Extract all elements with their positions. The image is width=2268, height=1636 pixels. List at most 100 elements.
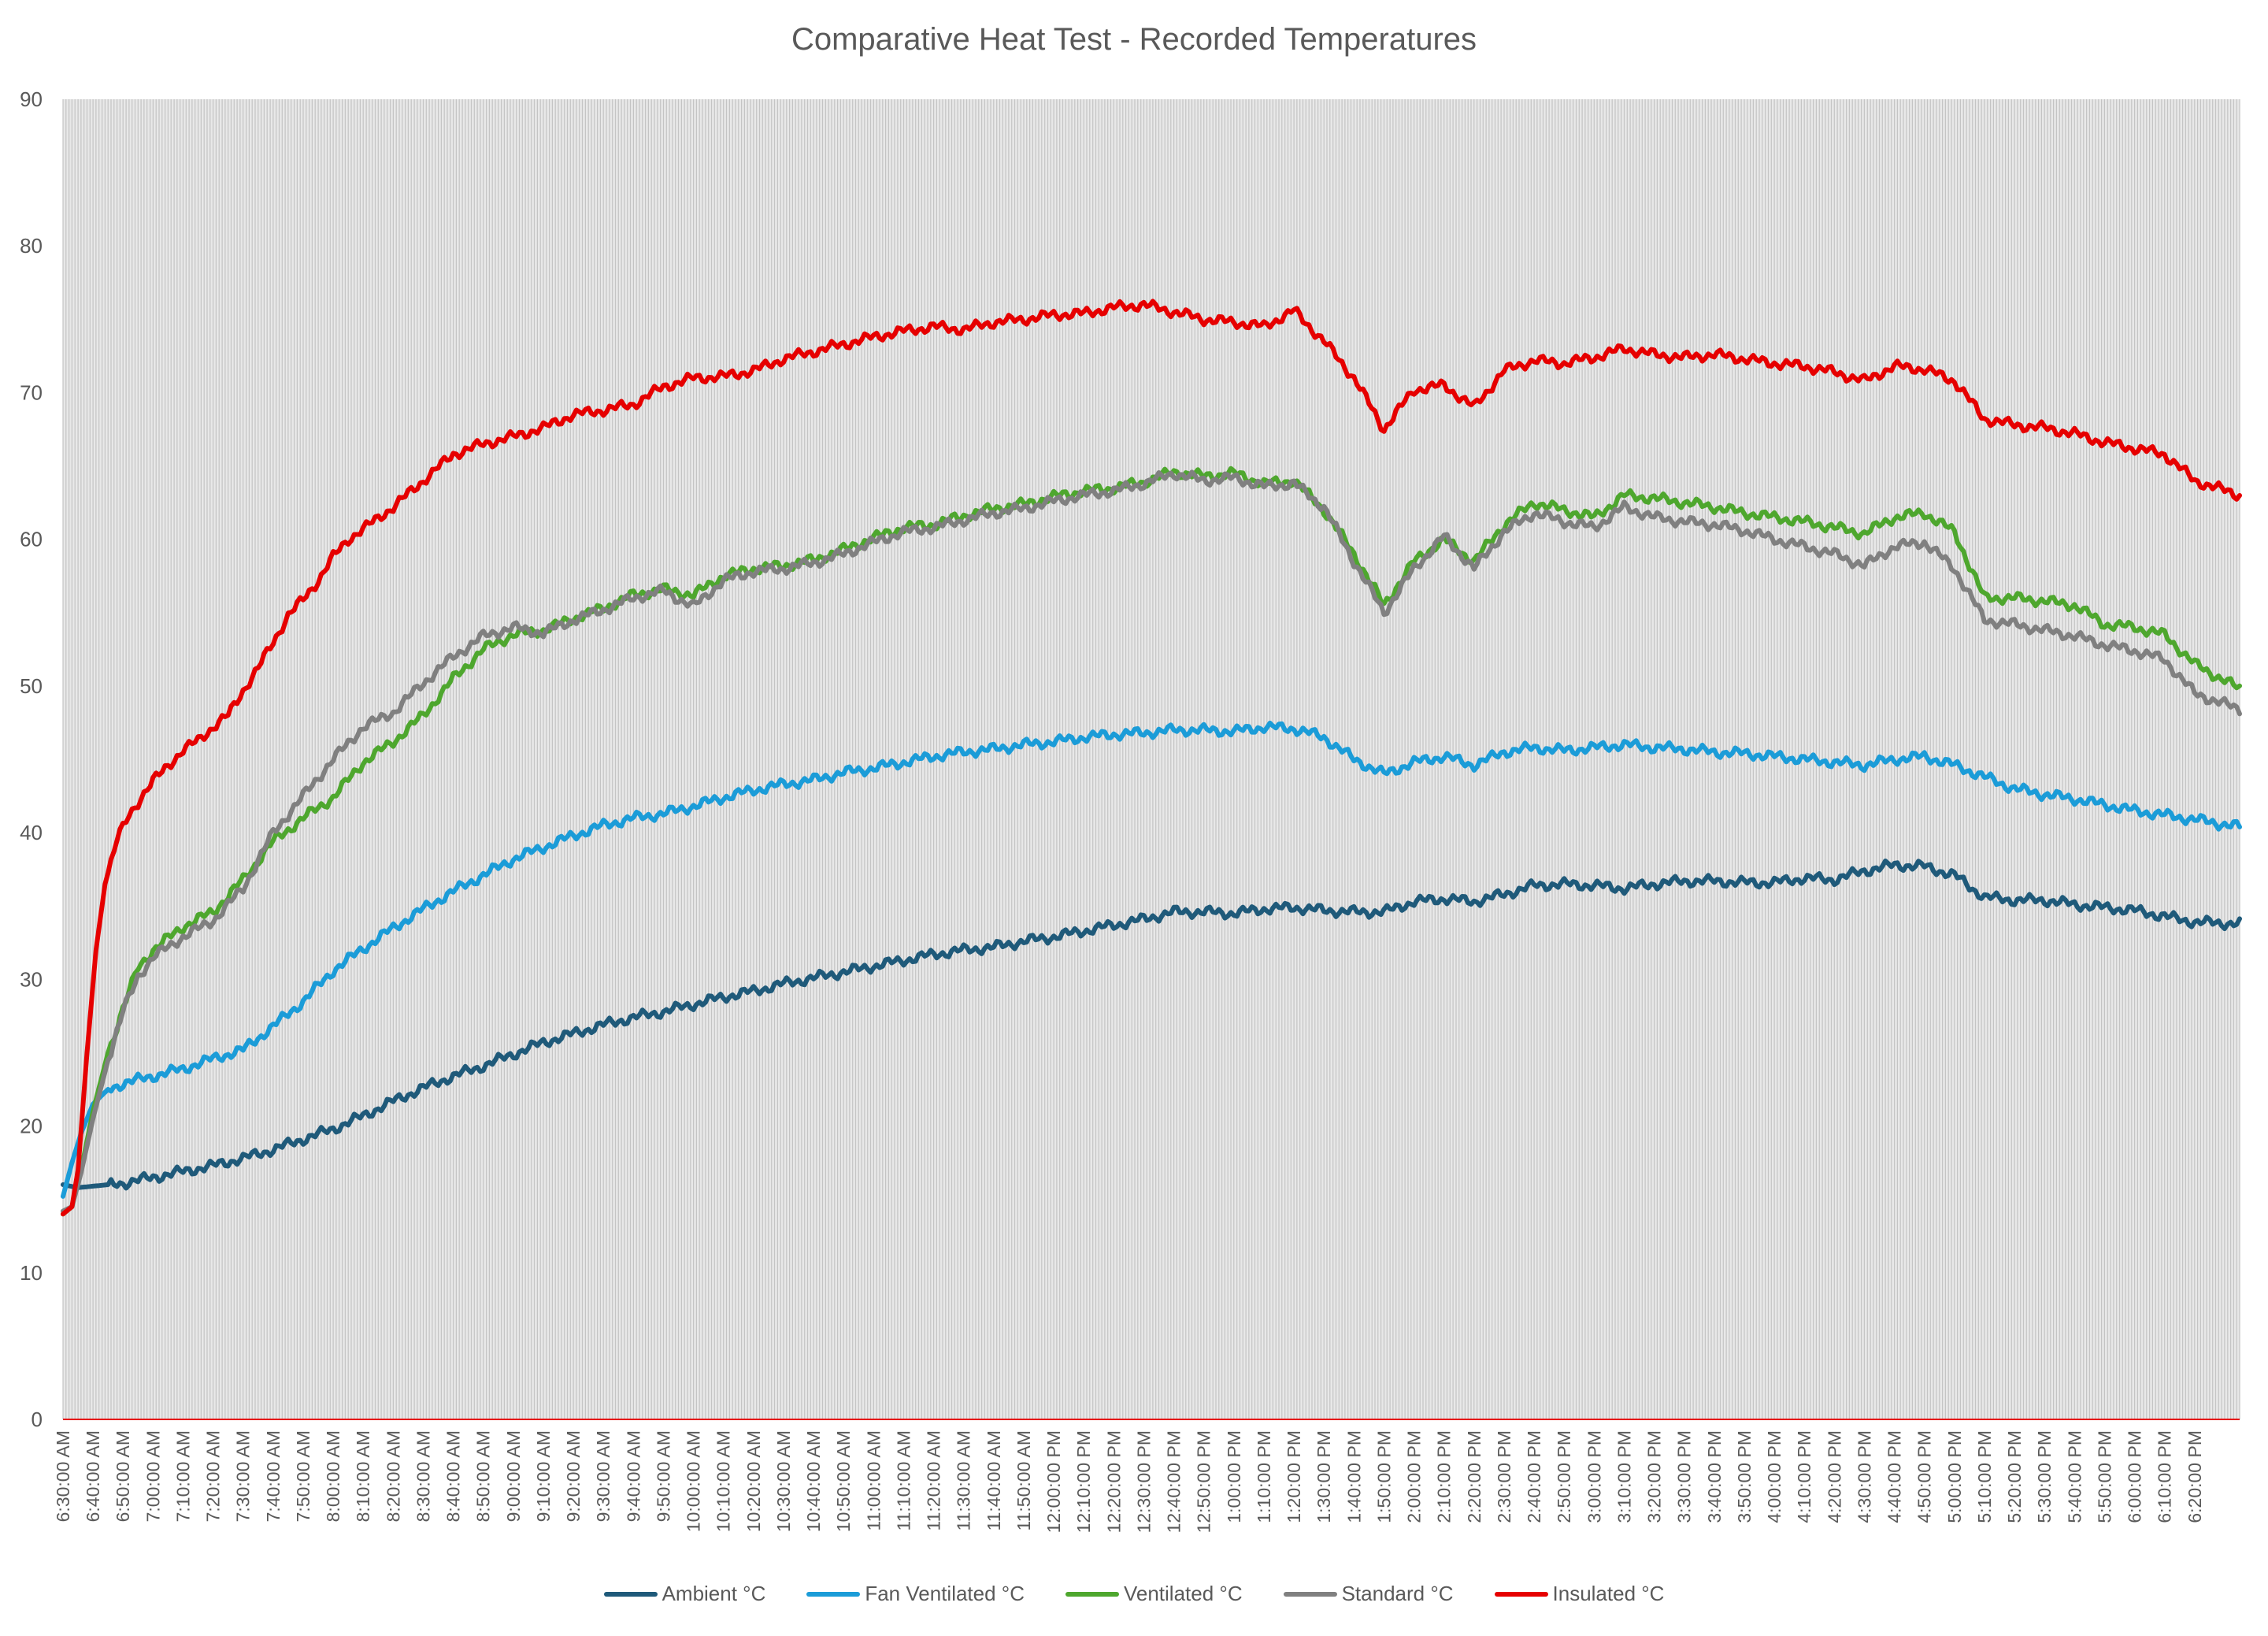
series-line-fan [61, 720, 2242, 1199]
x-tick-label: 1:50:00 PM [1373, 1430, 1394, 1523]
x-tick-label: 11:30:00 AM [954, 1430, 974, 1530]
legend-swatch [1283, 1591, 1337, 1597]
x-tick-label: 7:00:00 AM [143, 1430, 163, 1522]
x-tick-label: 5:20:00 PM [2004, 1430, 2025, 1523]
x-tick-label: 9:40:00 AM [623, 1430, 643, 1522]
x-tick-label: 3:50:00 PM [1734, 1430, 1755, 1523]
y-tick-label: 60 [20, 528, 43, 551]
x-tick-label: 9:10:00 AM [533, 1430, 554, 1522]
x-tick-label: 10:30:00 AM [773, 1430, 794, 1532]
y-tick-label: 80 [20, 234, 43, 258]
x-tick-label: 12:10:00 PM [1073, 1430, 1094, 1533]
y-tick-label: 0 [32, 1408, 43, 1431]
x-tick-label: 3:40:00 PM [1704, 1430, 1725, 1523]
x-tick-label: 6:40:00 AM [83, 1430, 103, 1522]
legend-label: Ambient °C [662, 1582, 766, 1605]
x-tick-label: 11:20:00 AM [924, 1430, 944, 1530]
y-tick-label: 40 [20, 821, 43, 844]
legend-label: Standard °C [1341, 1582, 1454, 1605]
x-tick-label: 1:10:00 PM [1254, 1430, 1274, 1523]
x-tick-label: 4:40:00 PM [1884, 1430, 1905, 1523]
legend-swatch [603, 1591, 658, 1597]
x-tick-label: 9:30:00 AM [593, 1430, 613, 1522]
plot-area [63, 99, 2240, 1419]
x-tick-label: 10:10:00 AM [713, 1430, 734, 1532]
x-tick-label: 1:40:00 PM [1343, 1430, 1364, 1523]
x-tick-label: 8:50:00 AM [473, 1430, 494, 1522]
x-tick-label: 5:40:00 PM [2064, 1430, 2085, 1523]
x-tick-label: 12:50:00 PM [1194, 1430, 1214, 1533]
x-tick-label: 10:00:00 AM [684, 1430, 704, 1532]
legend-item: Fan Ventilated °C [806, 1582, 1025, 1606]
series-line-standard [61, 469, 2242, 1214]
x-tick-label: 7:40:00 AM [263, 1430, 284, 1522]
y-tick-label: 70 [20, 380, 43, 404]
series-line-insulated [61, 299, 2242, 1217]
x-tick-label: 5:00:00 PM [1944, 1430, 1965, 1523]
x-tick-label: 8:00:00 AM [323, 1430, 343, 1522]
x-tick-label: 4:00:00 PM [1764, 1430, 1784, 1523]
x-tick-label: 10:40:00 AM [803, 1430, 824, 1532]
x-tick-label: 10:20:00 AM [743, 1430, 764, 1532]
x-tick-label: 6:20:00 PM [2185, 1430, 2205, 1523]
legend-swatch [1065, 1591, 1119, 1597]
x-tick-label: 7:30:00 AM [233, 1430, 254, 1522]
x-tick-label: 12:00:00 PM [1043, 1430, 1064, 1533]
x-tick-label: 5:30:00 PM [2034, 1430, 2055, 1523]
x-tick-label: 4:30:00 PM [1854, 1430, 1874, 1523]
x-tick-label: 4:20:00 PM [1824, 1430, 1844, 1523]
x-tick-label: 10:50:00 AM [833, 1430, 854, 1532]
x-tick-label: 2:20:00 PM [1464, 1430, 1484, 1523]
y-tick-label: 50 [20, 674, 43, 698]
x-tick-label: 8:40:00 AM [443, 1430, 464, 1522]
x-tick-label: 6:30:00 AM [53, 1430, 73, 1522]
x-tick-label: 7:50:00 AM [293, 1430, 313, 1522]
y-tick-label: 30 [20, 967, 43, 991]
legend-label: Insulated °C [1552, 1582, 1665, 1605]
x-tick-label: 9:20:00 AM [563, 1430, 584, 1522]
x-tick-label: 3:20:00 PM [1644, 1430, 1665, 1523]
x-tick-label: 6:10:00 PM [2155, 1430, 2175, 1523]
x-tick-label: 7:20:00 AM [203, 1430, 224, 1522]
x-tick-label: 2:30:00 PM [1494, 1430, 1514, 1523]
x-axis-ticks: 6:30:00 AM 6:40:00 AM 6:50:00 AM 7:00:00 AM… [53, 1430, 2205, 1533]
x-tick-label: 4:50:00 PM [1914, 1430, 1935, 1523]
x-tick-label: 7:10:00 AM [172, 1430, 193, 1522]
x-tick-label: 6:00:00 PM [2125, 1430, 2145, 1523]
chart-title: Comparative Heat Test - Recorded Tempera… [791, 22, 1477, 57]
x-tick-label: 3:10:00 PM [1614, 1430, 1634, 1523]
x-tick-label: 11:40:00 AM [984, 1430, 1004, 1530]
legend: Ambient °C Fan Ventilated °C Ventilated °C… [0, 1582, 2268, 1606]
x-tick-label: 3:00:00 PM [1584, 1430, 1604, 1523]
x-tick-label: 9:00:00 AM [503, 1430, 524, 1522]
x-tick-label: 8:30:00 AM [413, 1430, 433, 1522]
y-tick-label: 90 [20, 87, 43, 111]
y-tick-label: 20 [20, 1115, 43, 1138]
x-tick-label: 8:20:00 AM [383, 1430, 403, 1522]
x-tick-label: 1:30:00 PM [1314, 1430, 1334, 1523]
x-tick-label: 5:10:00 PM [1974, 1430, 1995, 1523]
y-tick-label: 10 [20, 1261, 43, 1285]
x-tick-label: 5:50:00 PM [2094, 1430, 2114, 1523]
legend-swatch [806, 1591, 861, 1597]
legend-item: Standard °C [1283, 1582, 1454, 1606]
x-tick-label: 2:00:00 PM [1404, 1430, 1425, 1523]
x-tick-label: 6:50:00 AM [113, 1430, 133, 1522]
x-tick-label: 12:30:00 PM [1133, 1430, 1154, 1533]
legend-item: Ventilated °C [1065, 1582, 1243, 1606]
x-tick-label: 11:50:00 AM [1014, 1430, 1034, 1530]
x-tick-label: 12:20:00 PM [1103, 1430, 1124, 1533]
y-axis-ticks: 0 10 20 30 40 50 60 70 80 90 [20, 87, 43, 1431]
x-tick-label: 2:10:00 PM [1434, 1430, 1455, 1523]
series-line-ambient [61, 859, 2242, 1191]
legend-label: Ventilated °C [1123, 1582, 1243, 1605]
x-tick-label: 1:20:00 PM [1284, 1430, 1304, 1523]
x-tick-label: 9:50:00 AM [653, 1430, 673, 1522]
legend-swatch [1494, 1591, 1548, 1597]
legend-item: Ambient °C [603, 1582, 766, 1606]
x-tick-label: 1:00:00 PM [1224, 1430, 1244, 1523]
x-tick-label: 11:10:00 AM [893, 1430, 914, 1530]
legend-label: Fan Ventilated °C [865, 1582, 1025, 1605]
x-tick-label: 2:40:00 PM [1524, 1430, 1544, 1523]
